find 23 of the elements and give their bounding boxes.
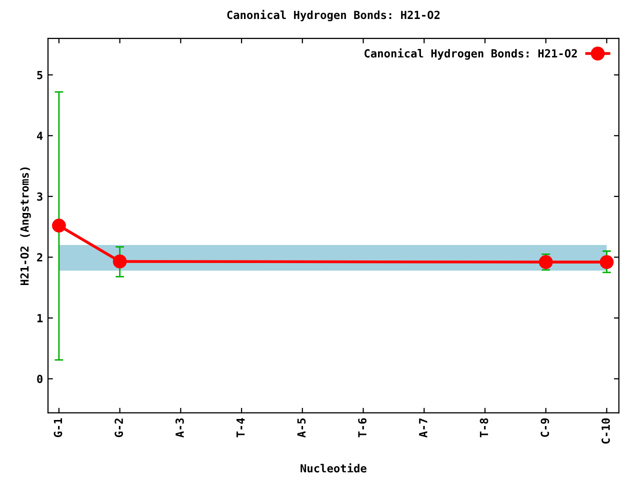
y-tick-label: 3 [37, 192, 42, 201]
legend-label: Canonical Hydrogen Bonds: H21-O2 [364, 48, 577, 60]
x-tick-label: T-6 [358, 418, 366, 438]
point [600, 255, 614, 270]
point [112, 254, 127, 268]
x-tick-label: A-5 [297, 418, 306, 438]
y-tick-label: 4 [37, 132, 43, 140]
y-tick-label: 5 [37, 70, 42, 80]
x-tick-label: G-2 [114, 418, 124, 438]
x-tick-label: T-8 [480, 418, 488, 438]
x-tick-label: A-3 [175, 418, 184, 438]
point [52, 218, 66, 233]
y-tick-label: 2 [37, 253, 42, 262]
x-axis-title: Nucleotide [300, 463, 366, 472]
y-tick-label: 0 [37, 374, 42, 384]
x-tick-label: G-1 [54, 418, 62, 438]
chart-title: Canonical Hydrogen Bonds: H21-O2 [227, 10, 440, 22]
x-tick-label: A-7 [419, 418, 428, 438]
y-axis-title: H21-O2 (Angstroms) [20, 167, 31, 286]
x-tick-label: C-9 [540, 418, 550, 437]
x-tick-label: T-4 [236, 418, 245, 438]
y-tick-label: 1 [37, 314, 43, 322]
x-tick-label: C-10 [602, 418, 610, 444]
